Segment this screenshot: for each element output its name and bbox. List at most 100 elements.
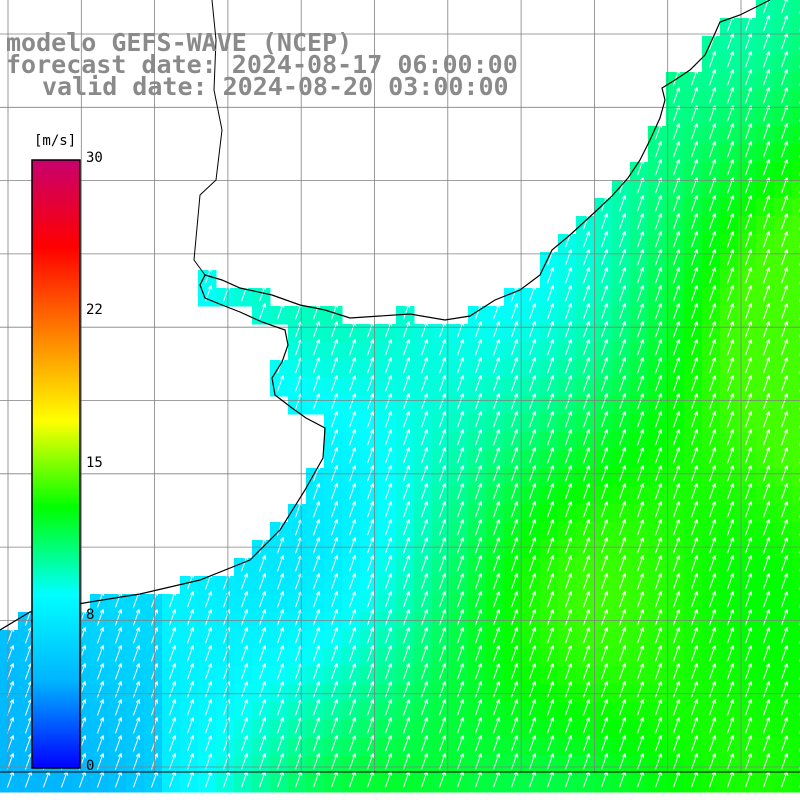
wind-arrow: [708, 446, 717, 464]
wind-arrow: [708, 122, 717, 140]
wind-arrow: [96, 644, 105, 662]
wind-arrow: [636, 608, 645, 626]
wind-arrow: [438, 320, 447, 338]
wind-arrow: [384, 554, 393, 572]
wind-arrow: [708, 302, 717, 320]
wind-arrow: [240, 572, 249, 590]
wind-arrow: [762, 536, 771, 554]
wind-arrow: [708, 374, 717, 392]
wind-arrow: [762, 14, 771, 32]
wind-arrow: [780, 536, 789, 554]
wind-arrow: [456, 590, 465, 608]
wind-arrow: [726, 356, 735, 374]
wind-arrow: [528, 338, 537, 356]
wind-arrow: [438, 446, 447, 464]
wind-arrow: [330, 482, 339, 500]
wind-arrow: [456, 680, 465, 698]
wind-arrow: [528, 392, 537, 410]
wind-arrow: [546, 428, 555, 446]
wind-arrow: [96, 680, 105, 698]
wind-arrow: [582, 482, 591, 500]
wind-arrow: [528, 572, 537, 590]
wind-arrow: [474, 608, 483, 626]
wind-arrow: [618, 572, 627, 590]
wind-arrow: [348, 734, 357, 752]
wind-arrow: [420, 572, 429, 590]
wind-arrow: [744, 284, 753, 302]
wind-arrow: [618, 662, 627, 680]
wind-arrow: [258, 680, 267, 698]
wind-arrow: [600, 662, 609, 680]
wind-arrow: [726, 518, 735, 536]
wind-arrow: [510, 428, 519, 446]
wind-arrow: [456, 554, 465, 572]
wind-arrow: [474, 644, 483, 662]
wind-speed-cell: [792, 702, 800, 721]
wind-arrow: [366, 356, 375, 374]
wind-arrow: [384, 626, 393, 644]
wind-arrow: [420, 446, 429, 464]
wind-arrow: [690, 374, 699, 392]
wind-arrow: [546, 590, 555, 608]
wind-arrow: [312, 734, 321, 752]
wind-arrow: [744, 248, 753, 266]
wind-arrow: [384, 446, 393, 464]
wind-arrow: [276, 626, 285, 644]
wind-arrow: [654, 590, 663, 608]
wind-arrow: [132, 608, 141, 626]
wind-arrow: [672, 212, 681, 230]
wind-arrow: [168, 644, 177, 662]
wind-arrow: [420, 554, 429, 572]
wind-arrow: [438, 716, 447, 734]
wind-arrow: [438, 518, 447, 536]
wind-arrow: [636, 320, 645, 338]
wind-arrow: [708, 518, 717, 536]
wind-arrow: [384, 716, 393, 734]
wind-arrow: [330, 626, 339, 644]
wind-arrow: [528, 518, 537, 536]
wind-arrow: [330, 374, 339, 392]
wind-arrow: [780, 320, 789, 338]
wind-arrow: [330, 536, 339, 554]
wind-arrow: [744, 608, 753, 626]
wind-arrow: [744, 230, 753, 248]
wind-arrow: [672, 194, 681, 212]
wind-arrow: [780, 410, 789, 428]
wind-arrow: [744, 698, 753, 716]
wind-speed-cell: [792, 36, 800, 55]
wind-arrow: [744, 518, 753, 536]
wind-arrow: [330, 680, 339, 698]
wind-speed-cell: [792, 612, 800, 631]
wind-arrow: [654, 410, 663, 428]
wind-arrow: [762, 428, 771, 446]
wind-arrow: [582, 248, 591, 266]
wind-arrow: [510, 356, 519, 374]
wind-arrow: [636, 302, 645, 320]
wind-arrow: [348, 644, 357, 662]
wind-arrow: [636, 500, 645, 518]
wind-arrow: [384, 662, 393, 680]
wind-arrow: [420, 734, 429, 752]
wind-arrow: [726, 590, 735, 608]
wind-arrow: [672, 500, 681, 518]
wind-arrow: [474, 662, 483, 680]
wind-speed-cell: [792, 738, 800, 757]
wind-arrow: [654, 572, 663, 590]
wind-arrow: [654, 356, 663, 374]
wind-arrow: [690, 590, 699, 608]
wind-arrow: [744, 392, 753, 410]
wind-arrow: [564, 248, 573, 266]
wind-arrow: [528, 410, 537, 428]
wind-arrow: [384, 680, 393, 698]
wind-speed-cell: [792, 666, 800, 685]
wind-arrow: [600, 608, 609, 626]
wind-arrow: [762, 284, 771, 302]
wind-speed-cell: [792, 360, 800, 379]
wind-arrow: [708, 50, 717, 68]
wind-arrow: [132, 680, 141, 698]
wind-arrow: [690, 572, 699, 590]
wind-arrow: [762, 122, 771, 140]
wind-arrow: [762, 482, 771, 500]
wind-arrow: [654, 626, 663, 644]
